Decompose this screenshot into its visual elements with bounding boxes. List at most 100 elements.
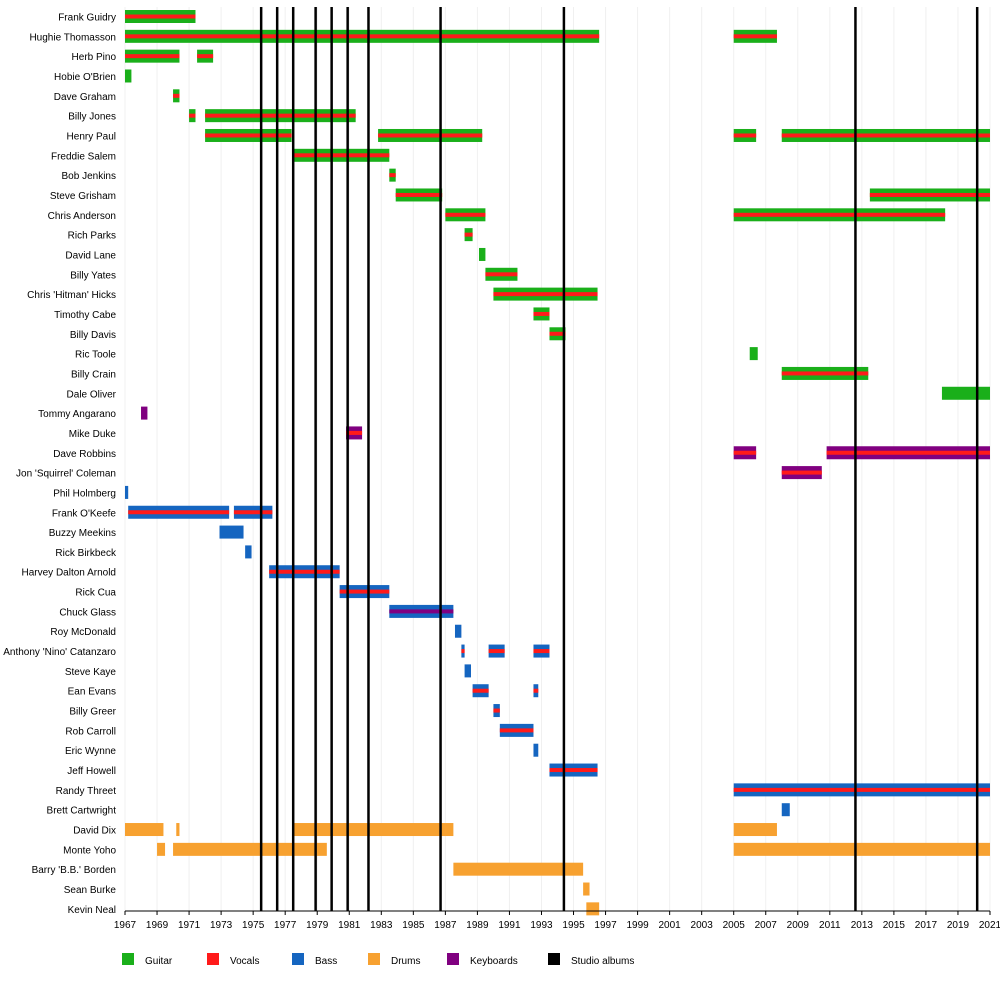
legend-label: Studio albums	[571, 956, 634, 967]
vocals-stripe	[378, 133, 483, 138]
member-label: Anthony 'Nino' Catanzaro	[3, 647, 116, 658]
vocals-stripe	[339, 589, 390, 594]
x-tick-label: 1987	[434, 920, 457, 931]
member-label: Chris Anderson	[48, 211, 116, 222]
vocals-stripe	[173, 93, 180, 98]
x-tick-label: 2009	[787, 920, 810, 931]
vocals-stripe	[205, 133, 292, 138]
x-tick-label: 1975	[242, 920, 265, 931]
vocals-stripe	[205, 113, 356, 118]
vocals-stripe	[781, 470, 822, 475]
member-bar	[125, 485, 129, 499]
member-bar	[176, 823, 180, 837]
member-label: Roy McDonald	[50, 627, 116, 638]
x-tick-label: 1973	[210, 920, 233, 931]
member-label: Rick Birkbeck	[55, 548, 117, 559]
member-label: Chris 'Hitman' Hicks	[27, 290, 116, 301]
member-label: Billy Yates	[70, 270, 116, 281]
member-label: Bob Jenkins	[62, 171, 116, 182]
vocals-stripe	[826, 450, 990, 455]
member-label: Steve Grisham	[50, 191, 116, 202]
member-bar	[733, 823, 777, 837]
member-bar	[219, 525, 244, 539]
member-bar	[125, 823, 164, 837]
x-tick-label: 2011	[819, 920, 841, 931]
member-label: Rick Cua	[75, 588, 116, 599]
member-bar	[157, 842, 166, 856]
legend-label: Keyboards	[470, 956, 518, 967]
legend: Guitar Vocals Bass Drums Keyboards Studio alb…	[122, 953, 634, 967]
member-labels: Frank Guidry Hughie Thomasson Herb Pino Hob…	[3, 13, 117, 916]
vocals-stripe	[389, 173, 396, 178]
member-bar	[453, 862, 584, 876]
vocals-stripe	[733, 450, 757, 455]
member-label: Billy Davis	[70, 330, 116, 341]
vocals-stripe	[493, 292, 598, 297]
member-bar	[293, 823, 454, 837]
x-tick-label: 1981	[338, 920, 361, 931]
member-label: Billy Greer	[69, 707, 116, 718]
vocals-stripe	[488, 649, 505, 654]
x-tick-label: 1985	[402, 920, 425, 931]
member-bar	[125, 69, 132, 83]
member-label: Mike Duke	[69, 429, 117, 440]
member-bar	[464, 664, 471, 678]
member-label: Frank O'Keefe	[52, 508, 117, 519]
legend-swatch	[122, 953, 134, 965]
vocals-stripe	[733, 212, 946, 217]
x-tick-label: 2021	[979, 920, 1000, 931]
member-bar	[941, 386, 990, 400]
member-bar	[141, 406, 148, 420]
x-tick-label: 1999	[626, 920, 649, 931]
member-label: Dale Oliver	[67, 389, 117, 400]
vocals-stripe	[733, 133, 757, 138]
legend-swatch	[368, 953, 380, 965]
vocals-stripe	[125, 34, 600, 39]
legend-swatch	[548, 953, 560, 965]
legend-swatch	[207, 953, 219, 965]
member-bar	[173, 842, 327, 856]
vocals-stripe	[293, 153, 390, 158]
vocals-stripe	[485, 272, 518, 277]
vocals-stripe	[461, 649, 465, 654]
vocals-stripe	[346, 430, 363, 435]
x-tick-label: 1991	[498, 920, 521, 931]
member-label: Barry 'B.B.' Borden	[32, 865, 116, 876]
member-label: Henry Paul	[67, 131, 116, 142]
member-label: Buzzy Meekins	[49, 528, 116, 539]
legend-label: Guitar	[145, 956, 173, 967]
vocals-stripe	[869, 192, 990, 197]
member-label: Billy Jones	[68, 112, 116, 123]
member-label: Rich Parks	[68, 231, 116, 242]
member-label: Jon 'Squirrel' Coleman	[16, 469, 116, 480]
x-axis: 1967 1969 1971 1973 1975 1977 1979 1981 1983 1985…	[114, 910, 1000, 931]
member-label: Chuck Glass	[59, 607, 116, 618]
vocals-stripe	[445, 212, 486, 217]
member-label: David Dix	[73, 826, 116, 837]
x-tick-label: 2015	[883, 920, 906, 931]
vocals-stripe	[189, 113, 196, 118]
legend-label: Drums	[391, 956, 420, 967]
x-tick-label: 1997	[594, 920, 617, 931]
member-label: Eric Wynne	[65, 746, 116, 757]
vocals-stripe	[269, 569, 340, 574]
member-bar	[533, 743, 539, 757]
vocals-stripe	[549, 768, 598, 773]
member-label: Steve Kaye	[65, 667, 117, 678]
vocals-stripe	[781, 133, 990, 138]
x-tick-label: 1979	[306, 920, 329, 931]
member-bar	[479, 247, 486, 261]
vocals-stripe	[389, 609, 454, 614]
member-label: David Lane	[65, 250, 116, 261]
member-label: Kevin Neal	[68, 905, 116, 916]
member-label: Monte Yoho	[63, 845, 116, 856]
vocals-stripe	[125, 54, 180, 59]
x-tick-label: 1995	[562, 920, 585, 931]
vocals-stripe	[197, 54, 214, 59]
member-label: Dave Graham	[54, 92, 116, 103]
member-bar	[749, 347, 758, 361]
vocals-stripe	[233, 510, 273, 515]
member-label: Herb Pino	[72, 52, 117, 63]
x-tick-label: 2007	[755, 920, 778, 931]
